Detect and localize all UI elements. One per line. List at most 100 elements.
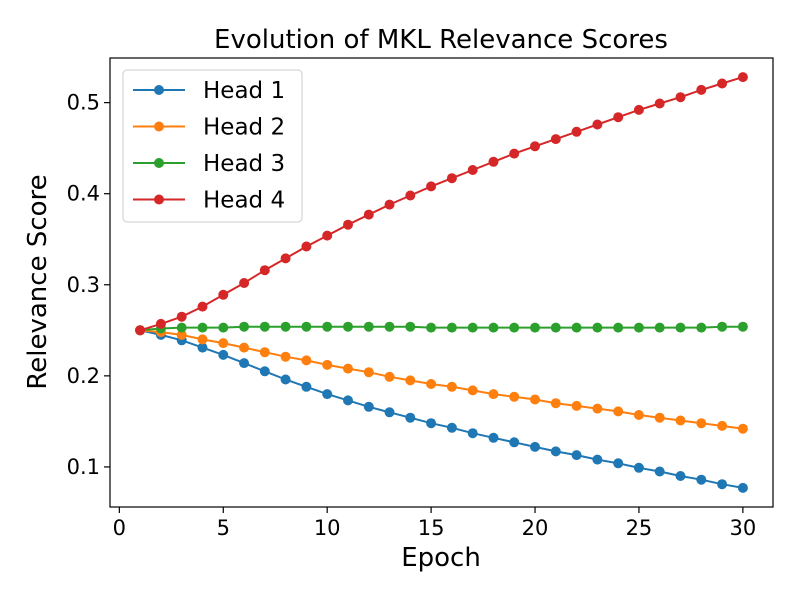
data-point [737, 423, 748, 434]
data-point [426, 322, 437, 333]
y-axis-label: Relevance Score [23, 174, 53, 389]
data-point [675, 92, 686, 103]
data-point [218, 338, 229, 349]
legend-item-4: Head 4 [133, 188, 285, 214]
data-point [530, 141, 540, 152]
data-point [592, 403, 603, 414]
data-point [239, 358, 250, 369]
x-tick-label: 25 [626, 516, 653, 540]
legend-label: Head 1 [203, 78, 285, 104]
data-point [343, 363, 353, 374]
x-tick-label: 10 [314, 516, 341, 540]
series-2 [135, 325, 748, 434]
data-point [259, 321, 270, 332]
data-point [633, 104, 644, 115]
data-point [550, 398, 561, 409]
data-point [675, 322, 686, 333]
legend: Head 1 Head 2 Head 3 Head 4 [122, 69, 303, 223]
data-point [696, 474, 707, 485]
data-point [239, 321, 250, 332]
data-point [613, 458, 624, 469]
data-point [280, 351, 291, 362]
data-point [633, 410, 644, 420]
data-point [176, 329, 187, 340]
legend-marker [154, 121, 164, 132]
data-point [405, 412, 416, 423]
data-point [654, 98, 665, 109]
y-tick-label: 0.1 [67, 455, 100, 479]
data-point [239, 342, 250, 353]
data-point [280, 374, 291, 385]
legend-marker [154, 194, 164, 205]
data-point [384, 321, 395, 332]
data-point [488, 432, 499, 443]
data-point [197, 322, 208, 333]
axes-layer: 0 5 10 15 20 25 30 0.1 0.2 0.3 0.4 0.5 [67, 57, 774, 540]
data-point [717, 420, 728, 431]
data-point [509, 437, 520, 448]
x-tick-label: 0 [113, 516, 126, 540]
data-point [259, 347, 270, 358]
y-tick-label: 0.4 [67, 182, 100, 206]
data-point [218, 289, 229, 300]
data-point [384, 407, 395, 418]
data-point [197, 301, 208, 312]
data-point [467, 385, 478, 396]
data-point [509, 391, 520, 402]
series-4 [135, 72, 748, 336]
data-point [176, 322, 187, 333]
data-point [696, 84, 707, 95]
legend-item-3: Head 3 [133, 151, 285, 177]
y-tick-label: 0.5 [67, 91, 100, 115]
legend-marker [154, 158, 164, 168]
chart-title: Evolution of MKL Relevance Scores [214, 25, 668, 55]
data-point [197, 334, 208, 345]
data-point [592, 454, 603, 465]
data-point [343, 395, 353, 406]
data-point [446, 322, 457, 333]
data-point [259, 265, 270, 276]
data-point [530, 322, 540, 333]
data-point [592, 322, 603, 333]
data-point [571, 400, 582, 411]
data-point [488, 322, 499, 333]
data-point [405, 321, 416, 332]
data-point [467, 322, 478, 333]
legend-label: Head 2 [203, 115, 285, 141]
data-point [717, 321, 728, 332]
data-point [633, 462, 644, 473]
x-tick-label: 5 [217, 516, 230, 540]
data-point [280, 253, 291, 264]
data-point [592, 119, 603, 130]
data-point [301, 321, 312, 332]
series-line-1 [139, 329, 744, 489]
data-point [280, 321, 291, 332]
data-point [509, 148, 520, 159]
data-point [530, 394, 540, 405]
data-point [135, 325, 146, 336]
data-point [613, 406, 624, 417]
x-tick-label: 15 [418, 516, 445, 540]
data-point [239, 278, 250, 288]
data-point [322, 321, 333, 332]
data-point [218, 322, 229, 333]
data-point [550, 446, 561, 457]
data-point [717, 479, 728, 490]
legend-label: Head 3 [203, 151, 285, 177]
data-point [446, 422, 457, 433]
data-point [405, 190, 416, 201]
data-point [571, 126, 582, 137]
series-3 [135, 321, 748, 336]
data-point [530, 441, 540, 452]
data-point [467, 428, 478, 439]
data-point [363, 321, 374, 332]
data-point [654, 412, 665, 423]
series-line-2 [140, 329, 744, 430]
data-point [363, 367, 374, 378]
data-point [426, 379, 437, 389]
data-point [550, 322, 561, 333]
data-point [322, 389, 333, 400]
data-point [363, 401, 374, 412]
